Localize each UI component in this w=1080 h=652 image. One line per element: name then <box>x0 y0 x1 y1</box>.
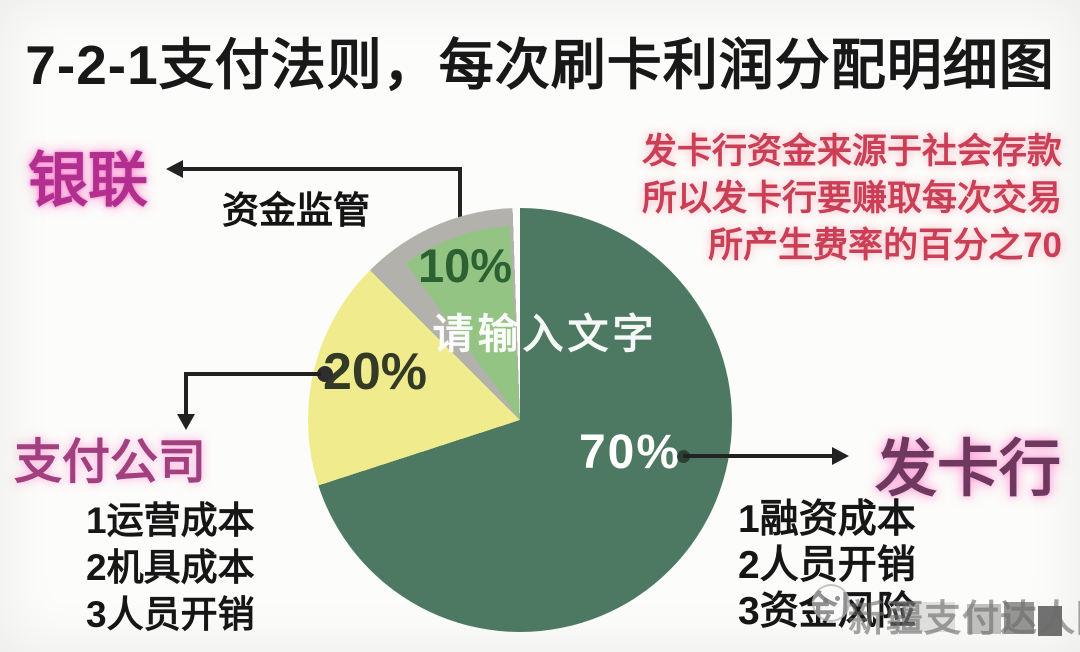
watermark-block <box>1004 602 1034 634</box>
issuer-note-line: 所产生费率的百分之70 <box>708 226 1062 265</box>
payment-company-arrow-line-v <box>184 372 188 416</box>
issuer-note-line: 所以发卡行要赚取每次交易 <box>641 179 1062 218</box>
payment-company-arrow-line-h <box>184 372 321 376</box>
pie-center-placeholder: 请输入文字 <box>432 311 658 357</box>
unionpay-arrow-line-v <box>458 167 462 226</box>
watermark-block <box>1038 606 1062 636</box>
payment-company-cost-item: 1运营成本 <box>86 500 255 541</box>
unionpay-label: 银联 <box>28 147 148 214</box>
watermark-block <box>967 604 1001 634</box>
issuer-cost-item: 1融资成本 <box>738 498 916 541</box>
payment-company-cost-item: 2机具成本 <box>86 547 255 588</box>
payment-company-label: 支付公司 <box>14 436 207 489</box>
issuer-arrow-line-h <box>683 454 833 458</box>
watermark-logo-icon <box>812 584 850 622</box>
pie-label-70: 70% <box>578 426 682 479</box>
issuer-cost-list: 1融资成本 2人员开销 3资金风险 <box>738 488 916 633</box>
issuer-cost-item: 2人员开销 <box>738 544 916 587</box>
fund-supervision-label: 资金监管 <box>222 190 370 231</box>
pie-label-10: 10% <box>417 239 513 292</box>
pie-slice-unionpay-10 <box>326 226 714 614</box>
issuer-label: 发卡行 <box>875 435 1062 504</box>
watermark-text: 新疆支付达人圈 <box>848 598 1080 639</box>
payment-company-cost-item: 3人员开销 <box>86 594 255 635</box>
watermark-block <box>893 602 955 632</box>
issuer-note-line: 发卡行资金来源于社会存款 <box>641 132 1062 171</box>
page-title: 7-2-1支付法则，每次刷卡利润分配明细图 <box>25 34 1055 96</box>
unionpay-arrow-line-h <box>181 167 461 171</box>
pie-label-20: 20% <box>322 343 428 401</box>
issuer-note: 发卡行资金来源于社会存款 所以发卡行要赚取每次交易 所产生费率的百分之70 <box>642 128 1062 269</box>
unionpay-arrowhead-icon <box>166 160 183 178</box>
payment-company-cost-list: 1运营成本 2机具成本 3人员开销 <box>86 490 255 635</box>
issuer-arrowhead-icon <box>832 447 849 465</box>
payment-company-arrowhead-icon <box>177 414 195 430</box>
payment-company-arrow-dot <box>317 366 333 382</box>
